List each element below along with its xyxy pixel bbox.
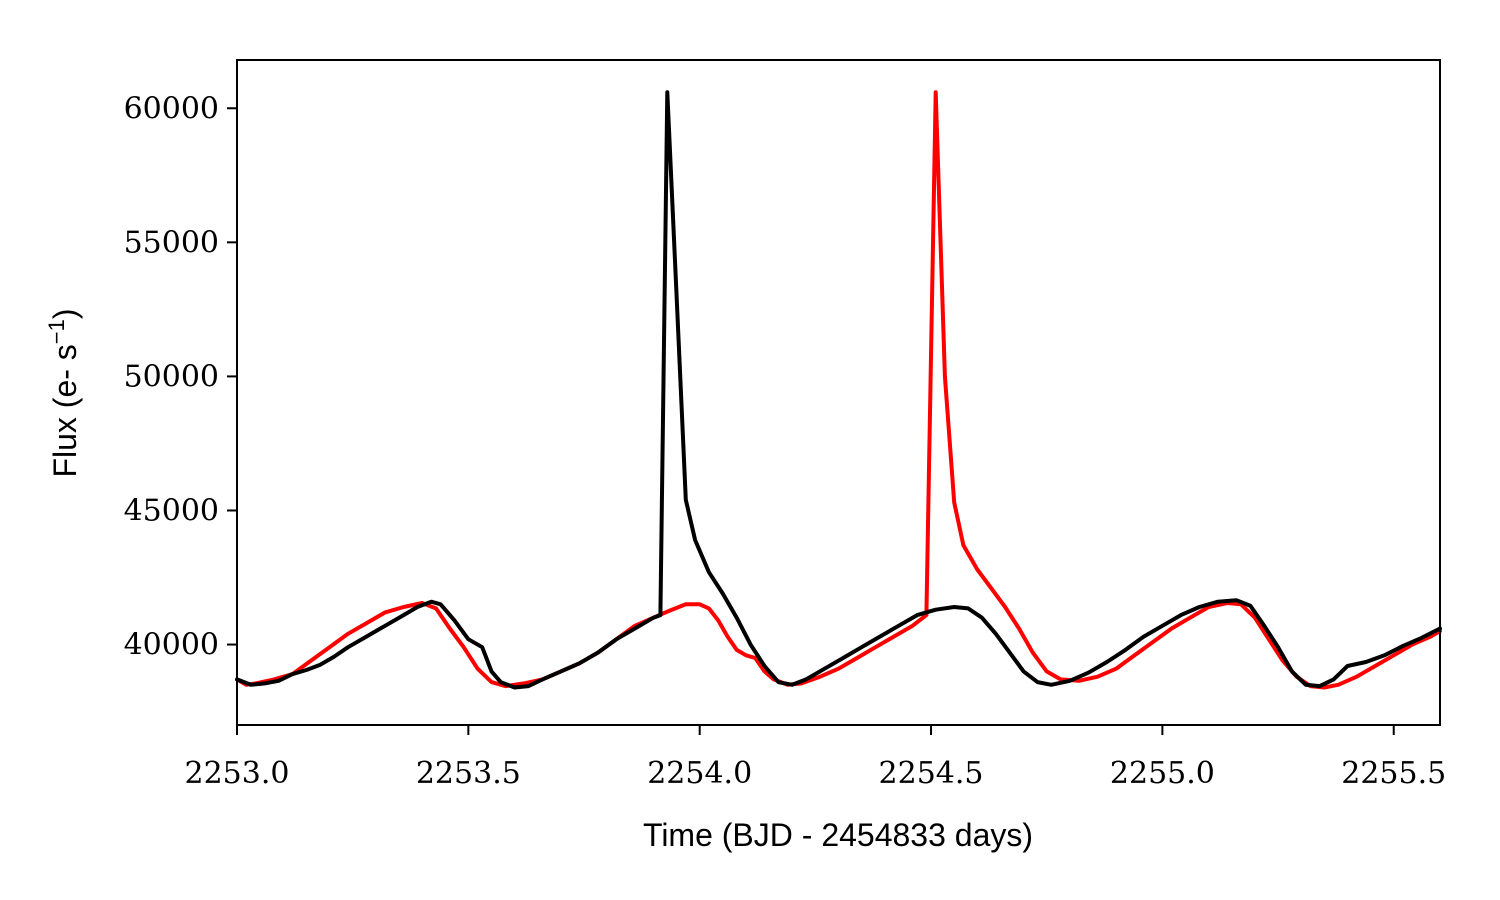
x-tick-label: 2254.0 (647, 756, 752, 791)
x-tick-label: 2253.5 (416, 756, 521, 791)
y-tick-label: 45000 (124, 493, 219, 528)
x-tick-label: 2254.5 (879, 756, 984, 791)
y-axis-label-main: Flux (e- s (47, 344, 83, 477)
y-tick-label: 40000 (124, 628, 219, 663)
series-line-1 (235, 90, 1442, 690)
series-layer (235, 90, 1442, 690)
y-tick-label: 50000 (124, 359, 219, 394)
y-axis-label: Flux (e- s−1) (44, 308, 83, 477)
y-tick-label: 55000 (124, 225, 219, 260)
x-tick-label: 2255.5 (1341, 756, 1446, 791)
y-axis-label-exponent: −1 (44, 319, 69, 344)
y-tick-label: 60000 (124, 91, 219, 126)
plot-frame (236, 59, 1441, 726)
y-axis-ticks: 40000 45000 50000 55000 60000 (124, 91, 237, 663)
x-tick-label: 2253.0 (185, 756, 290, 791)
x-axis-ticks: 2253.0 2253.5 2254.0 2254.5 2255.0 2255.5 (185, 725, 1446, 791)
x-tick-label: 2255.0 (1110, 756, 1215, 791)
y-axis-label-close: ) (47, 308, 83, 319)
x-axis-label: Time (BJD - 2454833 days) (643, 817, 1033, 853)
series-line-2 (235, 90, 1442, 690)
